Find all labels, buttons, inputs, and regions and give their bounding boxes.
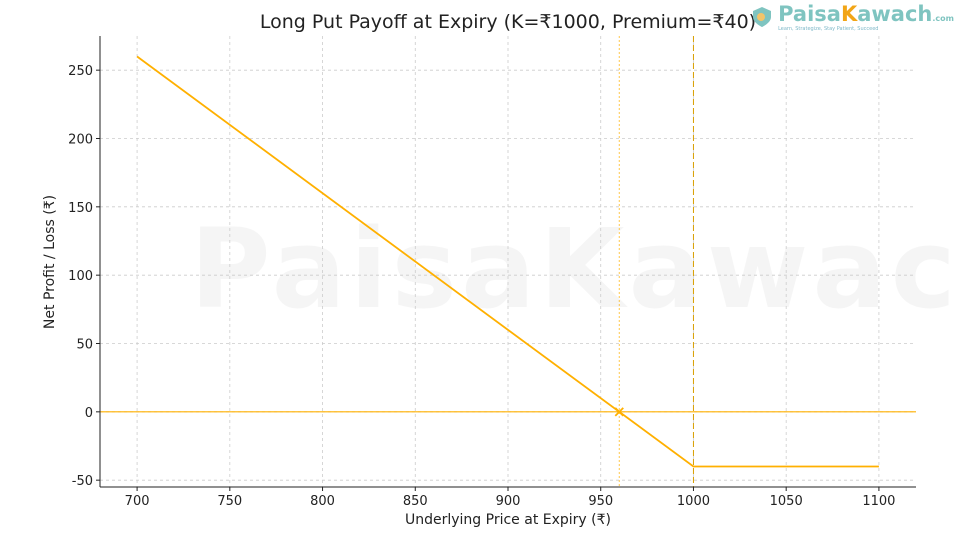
x-tick-label: 1100 <box>862 494 895 509</box>
y-axis-label: Net Profit / Loss (₹) <box>42 195 58 329</box>
logo: PaisaKawach.com Learn, Strategize, Stay … <box>750 2 954 32</box>
y-tick-label: 0 <box>85 406 93 421</box>
x-tick-label: 900 <box>496 494 521 509</box>
x-tick-label: 750 <box>217 494 242 509</box>
y-tick-label: 100 <box>68 269 93 284</box>
y-tick-label: -50 <box>72 474 93 489</box>
x-tick-label: 700 <box>125 494 150 509</box>
payoff-line <box>136 55 879 468</box>
series <box>136 55 879 468</box>
x-tick-label: 1050 <box>770 494 803 509</box>
grid <box>100 36 916 487</box>
chart-title: Long Put Payoff at Expiry (K=₹1000, Prem… <box>260 11 756 33</box>
axes: 700 750 800 850 900 950 1000 1050 1100 -50 0 50 100 1… <box>68 36 916 509</box>
breakeven-marker <box>614 407 624 417</box>
y-tick-label: 250 <box>68 64 93 79</box>
y-tick-label: 200 <box>68 133 93 148</box>
reference-lines <box>100 36 916 487</box>
y-tick-label: 50 <box>76 338 93 353</box>
x-axis-label: Underlying Price at Expiry (₹) <box>405 512 611 528</box>
x-tick-label: 850 <box>403 494 428 509</box>
x-tick-label: 1000 <box>677 494 710 509</box>
y-tick-label: 150 <box>68 201 93 216</box>
x-tick-label: 950 <box>588 494 613 509</box>
shield-lock-icon <box>753 7 772 27</box>
x-tick-label: 800 <box>310 494 335 509</box>
